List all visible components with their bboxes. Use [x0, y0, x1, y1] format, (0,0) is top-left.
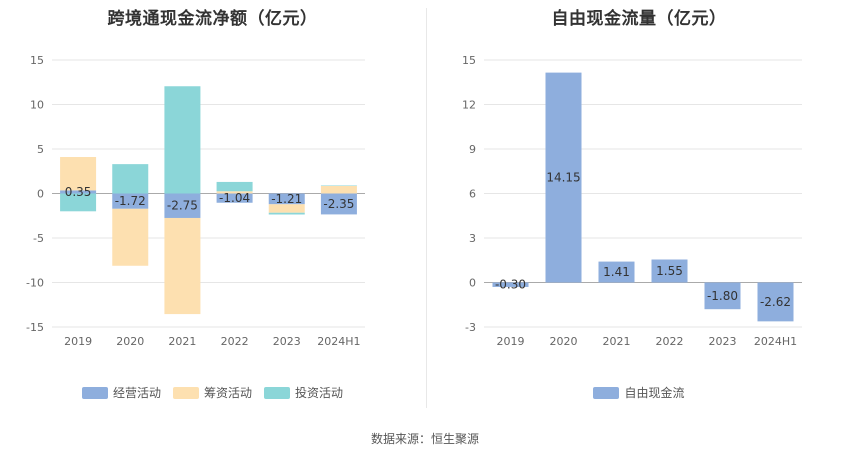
bar-value-label: -1.04: [219, 191, 250, 205]
bar-financing: [60, 157, 97, 191]
cashflow-chart-panel: 跨境通现金流净额（亿元） -15 -10 -5 0 5 10 15 2019 2020 2021 2…: [0, 0, 425, 410]
bar-fcf: [704, 282, 741, 310]
panel-divider: [426, 8, 427, 408]
y-tick-label: 12: [462, 99, 476, 112]
y-tick-label: 0: [37, 188, 44, 201]
legend-item[interactable]: 投资活动: [264, 384, 343, 401]
y-tick-label: -15: [26, 321, 44, 334]
bar-fcf: [598, 261, 635, 283]
bar-value-label: -2.75: [167, 199, 198, 213]
y-tick-label: 15: [462, 54, 476, 67]
cashflow-legend: 经营活动 筹资活动 投资活动: [0, 384, 425, 402]
x-tick-label: 2023: [273, 335, 301, 348]
bar-operating: [60, 190, 97, 194]
x-tick-label: 2024H1: [317, 335, 360, 348]
y-tick-label: -10: [26, 277, 44, 290]
x-tick-label: 2019: [497, 335, 525, 348]
legend-label: 投资活动: [295, 386, 344, 400]
y-tick-label: 10: [30, 99, 44, 112]
x-tick-label: 2024H1: [754, 335, 797, 348]
y-tick-label: 5: [37, 143, 44, 156]
bar-value-label: 0.35: [65, 185, 92, 199]
bar-value-label: -1.80: [707, 289, 738, 303]
legend-item[interactable]: 自由现金流: [593, 384, 685, 401]
cashflow-chart-svg: -15 -10 -5 0 5 10 15 2019 2020 2021 2022 2023 2024H1…: [26, 54, 365, 348]
bar-operating: [320, 193, 357, 215]
fcf-chart-title: 自由现金流量（亿元）: [551, 9, 727, 29]
y-tick-label: 3: [469, 232, 476, 245]
bar-investing: [268, 212, 305, 215]
legend-swatch: [81, 386, 108, 399]
legend-label: 经营活动: [112, 386, 161, 400]
x-tick-label: 2022: [656, 335, 684, 348]
bar-financing: [164, 217, 201, 315]
y-tick-label: 9: [469, 143, 476, 156]
bar-investing: [320, 185, 357, 186]
bar-fcf: [492, 282, 529, 287]
bar-value-label: 1.41: [603, 265, 630, 279]
bar-value-label: -2.35: [323, 197, 354, 211]
fcf-chart-panel: 自由现金流量（亿元） -3 0 3 6 9 12 15 2019 2020 2021 2022 202…: [428, 0, 850, 410]
legend-item[interactable]: 筹资活动: [172, 384, 252, 401]
x-tick-label: 2023: [709, 335, 737, 348]
bar-investing: [60, 193, 97, 212]
bar-fcf: [545, 72, 582, 283]
x-tick-label: 2022: [221, 335, 249, 348]
legend-item[interactable]: 经营活动: [81, 384, 161, 401]
y-tick-label: -5: [33, 232, 44, 245]
bar-operating: [216, 193, 253, 203]
x-tick-label: 2019: [64, 335, 92, 348]
bar-financing: [268, 204, 305, 213]
bar-fcf: [651, 259, 688, 283]
y-tick-label: 6: [469, 188, 476, 201]
bar-value-label: -2.62: [760, 295, 791, 309]
y-tick-label: 15: [30, 54, 44, 67]
bar-investing: [164, 86, 201, 194]
x-tick-label: 2021: [603, 335, 631, 348]
x-tick-label: 2020: [550, 335, 578, 348]
bar-financing: [320, 185, 357, 194]
x-tick-label: 2021: [168, 335, 196, 348]
data-source-note: 数据来源：恒生聚源: [370, 432, 479, 446]
y-tick-label: 0: [469, 277, 476, 290]
cashflow-chart-title: 跨境通现金流净额（亿元）: [107, 9, 318, 29]
x-tick-label: 2020: [116, 335, 144, 348]
bar-value-label: -1.21: [271, 192, 302, 206]
bar-value-label: -0.30: [495, 278, 526, 292]
bar-investing: [216, 181, 253, 192]
fcf-chart-svg: -3 0 3 6 9 12 15 2019 2020 2021 2022 2023 2024H1 -0.3…: [462, 54, 802, 348]
bar-financing: [112, 208, 149, 266]
bar-operating: [268, 193, 305, 205]
legend-swatch: [172, 386, 199, 399]
legend-label: 自由现金流: [624, 386, 685, 400]
legend-swatch: [593, 386, 620, 399]
fcf-legend: 自由现金流: [428, 384, 850, 402]
bar-operating: [112, 193, 149, 209]
bar-value-label: 14.15: [546, 171, 580, 185]
legend-swatch: [264, 386, 290, 399]
bar-fcf: [757, 282, 794, 322]
bar-value-label: -1.72: [115, 194, 146, 208]
bar-operating: [164, 193, 201, 218]
bar-financing: [216, 191, 253, 194]
legend-label: 筹资活动: [203, 386, 252, 400]
bar-value-label: 1.55: [656, 264, 683, 278]
bar-investing: [112, 164, 149, 194]
y-tick-label: -3: [465, 321, 476, 334]
